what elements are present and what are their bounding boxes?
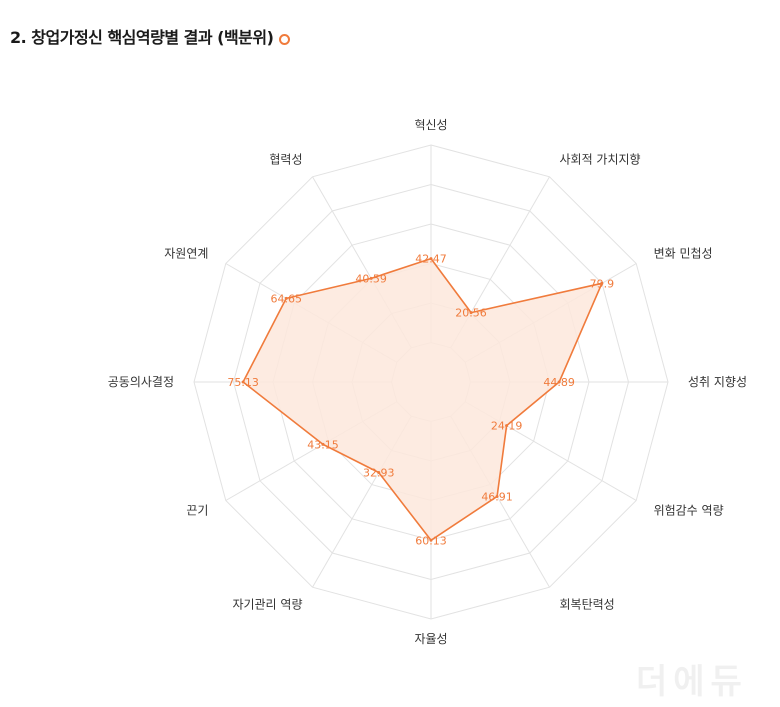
data-point (377, 471, 381, 475)
value-label: 46.91 (481, 490, 513, 503)
axis-label: 회복탄력성 (560, 598, 615, 612)
data-point (469, 311, 473, 315)
axis-label: 협력성 (269, 152, 302, 166)
data-point (284, 296, 288, 300)
value-label: 24.19 (491, 420, 523, 433)
watermark-text: 더에듀 (636, 662, 748, 702)
axis-label: 자율성 (414, 632, 447, 646)
data-point (557, 380, 561, 384)
value-label: 42.47 (415, 253, 447, 266)
data-point (369, 276, 373, 280)
data-point (241, 380, 245, 384)
value-label: 43.15 (307, 438, 339, 451)
data-point (429, 257, 433, 261)
data-point (429, 538, 433, 542)
axis-label: 자기관리 역량 (232, 598, 302, 612)
data-point (505, 424, 509, 428)
axis-label: 끈기 (186, 504, 208, 518)
data-point (495, 494, 499, 498)
radar-series (241, 257, 604, 542)
data-point (321, 442, 325, 446)
value-label: 64.65 (270, 292, 302, 305)
value-labels: 42.47 20.56 79.9 44.89 24.19 46.91 60.13 32.93 4… (227, 253, 614, 548)
watermark-logo: 더에듀 (636, 654, 748, 703)
value-label: 79.9 (590, 277, 615, 290)
value-label: 32.93 (363, 467, 395, 480)
axis-label: 위험감수 역량 (654, 504, 724, 518)
axis-label: 변화 민첩성 (654, 247, 713, 261)
axis-label: 성취 지향성 (688, 375, 747, 389)
chart-title-text: 2. 창업가정신 핵심역량별 결과 (백분위) (10, 28, 274, 47)
value-label: 20.56 (455, 307, 487, 320)
axis-label: 자원연계 (164, 247, 208, 261)
value-label: 44.89 (543, 376, 575, 389)
value-label: 75.13 (227, 376, 259, 389)
data-point (600, 281, 604, 285)
chart-title: 2. 창업가정신 핵심역량별 결과 (백분위) (10, 24, 291, 48)
axis-label: 혁신성 (414, 118, 447, 132)
axis-label: 사회적 가치지향 (560, 152, 641, 166)
value-label: 60.13 (415, 534, 447, 547)
title-dot-icon (279, 34, 291, 45)
value-label: 40.59 (355, 272, 387, 285)
axis-label: 공동의사결정 (108, 375, 174, 389)
